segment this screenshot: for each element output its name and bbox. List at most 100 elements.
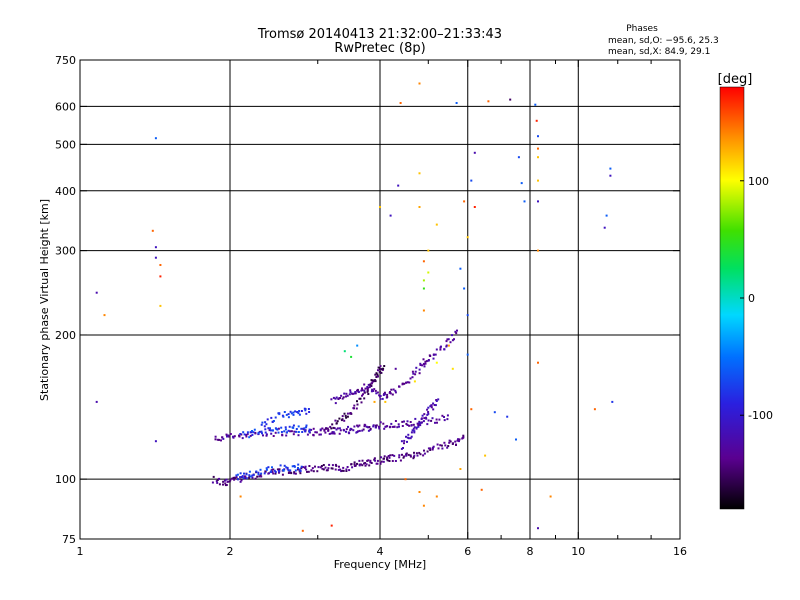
scatter-point bbox=[466, 353, 469, 356]
scatter-point bbox=[515, 438, 517, 441]
echo-point bbox=[409, 454, 412, 457]
scatter-point bbox=[480, 488, 483, 491]
y-tick-label: 200 bbox=[55, 329, 76, 342]
echo-point bbox=[227, 434, 230, 437]
echo-point bbox=[403, 455, 406, 458]
echo-point bbox=[292, 433, 295, 436]
echo-point bbox=[218, 438, 221, 441]
echo-point bbox=[339, 397, 341, 399]
echo-point bbox=[270, 416, 273, 419]
echo-point bbox=[372, 424, 375, 427]
echo-point bbox=[353, 461, 356, 464]
echo-point bbox=[423, 363, 426, 366]
echo-point bbox=[239, 480, 242, 483]
echo-point bbox=[435, 348, 438, 351]
chart-subtitle: RwPretec (8p) bbox=[334, 41, 425, 56]
echo-point bbox=[248, 470, 251, 473]
echo-point bbox=[446, 446, 449, 449]
echo-point bbox=[406, 440, 408, 443]
echo-point bbox=[383, 393, 386, 396]
echo-point bbox=[403, 420, 405, 423]
echo-point bbox=[334, 468, 337, 471]
echo-point bbox=[420, 418, 423, 420]
scatter-point bbox=[422, 287, 425, 290]
echo-point bbox=[380, 371, 383, 374]
echo-point bbox=[401, 453, 403, 456]
echo-point bbox=[290, 430, 293, 433]
echo-point bbox=[290, 472, 293, 475]
echo-point bbox=[393, 454, 396, 457]
echo-point bbox=[413, 430, 416, 433]
echo-point bbox=[432, 446, 434, 449]
echo-point bbox=[246, 433, 249, 436]
echo-point bbox=[278, 468, 281, 471]
echo-point bbox=[335, 428, 338, 431]
echo-point bbox=[378, 394, 381, 397]
echo-point bbox=[239, 476, 242, 479]
echo-point bbox=[425, 360, 428, 363]
echo-point bbox=[423, 413, 426, 416]
y-tick-label: 500 bbox=[55, 138, 76, 151]
echo-point bbox=[278, 412, 281, 415]
echo-point bbox=[272, 435, 275, 437]
echo-point bbox=[392, 388, 395, 391]
echo-point bbox=[212, 475, 215, 478]
echo-point bbox=[461, 436, 464, 439]
echo-point bbox=[332, 396, 335, 399]
echo-point bbox=[422, 420, 425, 423]
echo-point bbox=[389, 454, 392, 457]
echo-point bbox=[373, 457, 376, 460]
echo-point bbox=[407, 433, 410, 436]
echo-point bbox=[340, 394, 343, 397]
echo-point bbox=[444, 444, 447, 447]
echo-point bbox=[265, 433, 268, 436]
scatter-point bbox=[517, 156, 520, 159]
echo-point bbox=[454, 330, 457, 333]
echo-point bbox=[423, 417, 426, 420]
echo-point bbox=[216, 438, 219, 441]
echo-point bbox=[254, 477, 257, 480]
scatter-point bbox=[418, 206, 421, 208]
echo-point bbox=[383, 391, 386, 394]
echo-point bbox=[363, 391, 366, 394]
echo-point bbox=[251, 433, 254, 436]
echo-point bbox=[328, 463, 331, 466]
echo-point bbox=[434, 404, 437, 407]
echo-point bbox=[415, 426, 418, 429]
echo-point bbox=[407, 453, 410, 456]
echo-point bbox=[273, 469, 276, 472]
echo-point bbox=[376, 462, 379, 465]
echo-point bbox=[274, 471, 277, 473]
echo-point bbox=[417, 423, 420, 426]
scatter-point bbox=[537, 249, 539, 252]
echo-point bbox=[279, 464, 282, 467]
echo-point bbox=[335, 422, 338, 425]
echo-point bbox=[233, 435, 236, 438]
echo-point bbox=[346, 466, 349, 468]
echo-point bbox=[374, 379, 377, 382]
echo-point bbox=[391, 425, 394, 428]
echo-point bbox=[439, 444, 442, 447]
echo-point bbox=[370, 382, 373, 385]
echo-point bbox=[235, 474, 238, 477]
echo-point bbox=[363, 389, 366, 392]
echo-point bbox=[361, 464, 364, 467]
echo-point bbox=[326, 469, 329, 472]
colorbar-label: [deg] bbox=[718, 72, 753, 87]
echo-point bbox=[412, 423, 415, 426]
echo-point bbox=[401, 383, 404, 386]
echo-point bbox=[281, 473, 284, 476]
echo-point bbox=[249, 475, 252, 478]
echo-point bbox=[360, 389, 363, 392]
echo-point bbox=[320, 465, 323, 467]
echo-point bbox=[334, 463, 337, 466]
scatter-point bbox=[427, 271, 430, 274]
echo-point bbox=[265, 423, 268, 426]
echo-point bbox=[218, 477, 221, 480]
echo-point bbox=[261, 421, 264, 424]
echo-point bbox=[390, 422, 393, 425]
echo-point bbox=[339, 468, 342, 471]
echo-point bbox=[259, 468, 262, 471]
echo-point bbox=[441, 447, 444, 450]
echo-point bbox=[413, 426, 416, 429]
